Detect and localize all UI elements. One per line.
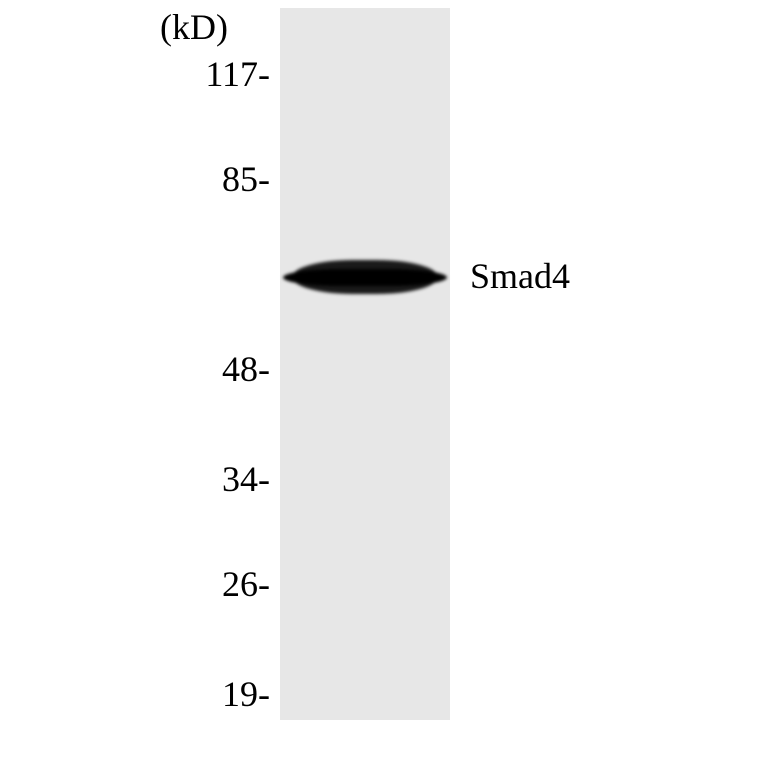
axis-title: (kD) <box>160 6 228 48</box>
mw-label-2: 48- <box>150 348 270 390</box>
mw-label-0: 117- <box>150 53 270 95</box>
mw-label-1: 85- <box>150 158 270 200</box>
blot-container: (kD) Smad4 117- 85- 48- 34- 26- 19- <box>0 0 764 764</box>
mw-label-5: 19- <box>150 673 270 715</box>
gel-lane <box>280 8 450 720</box>
mw-label-4: 26- <box>150 563 270 605</box>
protein-label-smad4: Smad4 <box>470 255 570 297</box>
protein-band-smad4 <box>292 260 438 294</box>
mw-label-3: 34- <box>150 458 270 500</box>
